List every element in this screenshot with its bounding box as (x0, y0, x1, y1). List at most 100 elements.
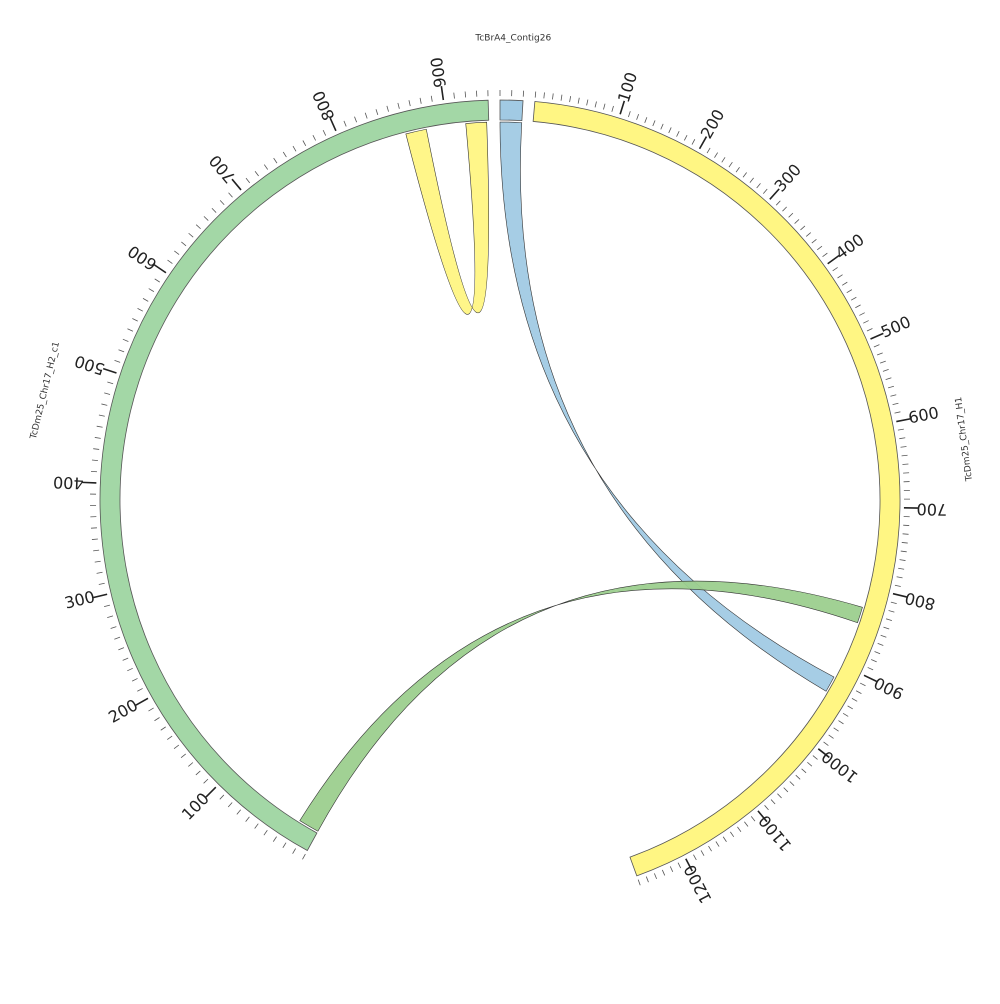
minor-tick (93, 449, 99, 450)
minor-tick (174, 745, 179, 749)
tick-label-chr17_h1-200: 200 (697, 106, 729, 142)
tick-label-chr17_h2-800: 800 (309, 88, 339, 124)
minor-tick (465, 91, 466, 97)
minor-tick (842, 282, 847, 285)
minor-tick (104, 605, 110, 607)
minor-tick (889, 610, 895, 612)
minor-tick (99, 583, 105, 584)
minor-tick (92, 460, 98, 461)
minor-tick (628, 111, 630, 117)
minor-tick (101, 404, 107, 405)
minor-tick (93, 550, 99, 551)
tick-label-chr17_h1-1200: 1200 (680, 862, 716, 907)
minor-tick (387, 106, 389, 112)
minor-tick (823, 253, 828, 257)
tick-label-chr17_h1-1100: 1100 (755, 811, 796, 854)
minor-tick (877, 353, 883, 355)
minor-tick (138, 308, 143, 311)
minor-tick (800, 226, 804, 230)
minor-tick (789, 213, 793, 217)
minor-tick (255, 171, 259, 176)
minor-tick (888, 386, 894, 388)
minor-tick (886, 619, 892, 621)
minor-tick (107, 616, 113, 618)
minor-tick (874, 345, 880, 347)
minor-tick (293, 146, 296, 151)
minor-tick (900, 560, 906, 561)
minor-tick (860, 683, 865, 686)
minor-tick (196, 771, 200, 775)
minor-tick (743, 172, 747, 177)
minor-tick (420, 98, 421, 104)
minor-tick (355, 117, 357, 123)
minor-tick (570, 96, 571, 102)
minor-tick (662, 870, 664, 875)
minor-tick (123, 339, 129, 341)
tick-label-chr17_h1-900: 900 (871, 673, 907, 703)
minor-tick (220, 200, 224, 204)
minor-tick (716, 841, 719, 846)
minor-tick (132, 319, 137, 322)
minor-tick (744, 822, 748, 827)
minor-tick (902, 542, 908, 543)
minor-tick (398, 103, 399, 109)
minor-tick (895, 585, 901, 586)
minor-tick (782, 207, 786, 211)
minor-tick (677, 131, 680, 136)
minor-tick (273, 837, 276, 842)
tick-label-chr17_h2-200: 200 (105, 695, 141, 727)
link-ribbon-chr17_h2-to-chr17_h2 (406, 122, 489, 314)
minor-tick (409, 100, 410, 106)
minor-tick (255, 824, 259, 829)
minor-tick (302, 854, 305, 859)
tick-label-chr17_h1-400: 400 (832, 230, 868, 263)
minor-tick (637, 114, 639, 120)
minor-tick (678, 863, 681, 868)
minor-tick (552, 93, 553, 99)
tick-label-chr17_h1-600: 600 (907, 403, 941, 428)
tick-label-chr17_h1-700: 700 (916, 500, 947, 520)
minor-tick (669, 127, 672, 132)
minor-tick (181, 754, 186, 758)
minor-tick (878, 643, 884, 645)
minor-tick (104, 393, 110, 395)
minor-tick (859, 313, 864, 316)
minor-tick (264, 165, 267, 170)
minor-tick (115, 360, 121, 362)
minor-tick (777, 794, 781, 798)
segment-label-contig26: TcBrA4_Contig26 (474, 34, 551, 44)
minor-tick (692, 139, 695, 144)
minor-tick (901, 446, 907, 447)
major-tick (893, 594, 907, 597)
minor-tick (661, 124, 663, 130)
tick-label-chr17_h2-300: 300 (63, 587, 97, 613)
minor-tick (790, 781, 794, 785)
minor-tick (838, 721, 843, 724)
minor-tick (812, 239, 817, 243)
minor-tick (736, 167, 740, 172)
minor-tick (212, 208, 216, 212)
minor-tick (283, 843, 286, 848)
minor-tick (204, 779, 208, 783)
minor-tick (220, 795, 224, 799)
minor-tick (802, 769, 806, 773)
minor-tick (701, 850, 704, 855)
minor-tick (776, 201, 780, 205)
minor-tick (578, 98, 579, 104)
minor-tick (148, 708, 153, 711)
minor-tick (293, 848, 296, 853)
minor-tick (97, 426, 103, 427)
minor-tick (646, 877, 648, 883)
minor-tick (204, 216, 208, 220)
minor-tick (737, 827, 741, 832)
minor-tick (843, 713, 848, 716)
minor-tick (806, 233, 811, 237)
minor-tick (670, 866, 673, 871)
minor-tick (344, 121, 346, 127)
minor-tick (544, 92, 545, 98)
minor-tick (898, 568, 904, 569)
minor-tick (895, 412, 901, 413)
minor-tick (886, 378, 892, 380)
minor-tick (684, 135, 687, 140)
